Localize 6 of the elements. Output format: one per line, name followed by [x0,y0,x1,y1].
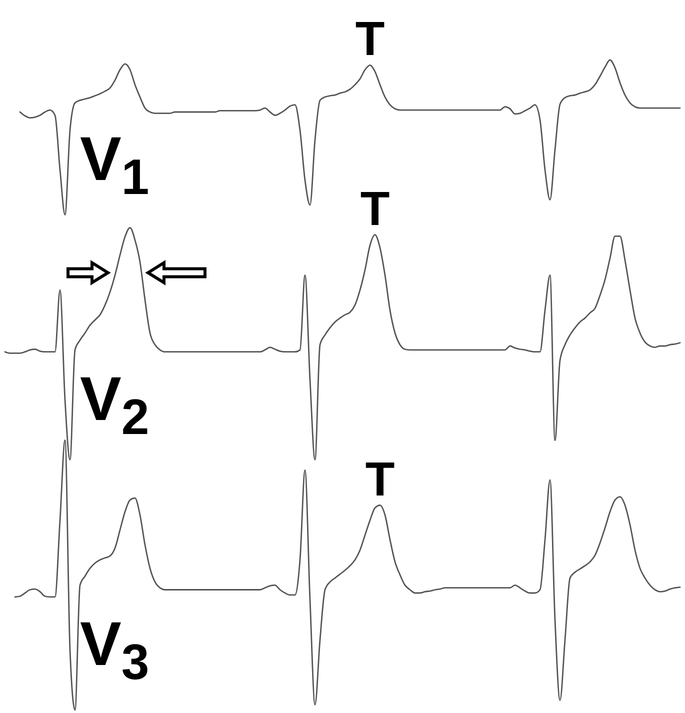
series-label: V$_{2}$ [80,364,150,445]
annotation: T [365,453,395,506]
annotation: T [355,13,385,66]
series-label: V$_{1}$ [80,125,150,205]
annotation: T [360,182,390,236]
series-label: V$_{3}$ [80,610,150,690]
